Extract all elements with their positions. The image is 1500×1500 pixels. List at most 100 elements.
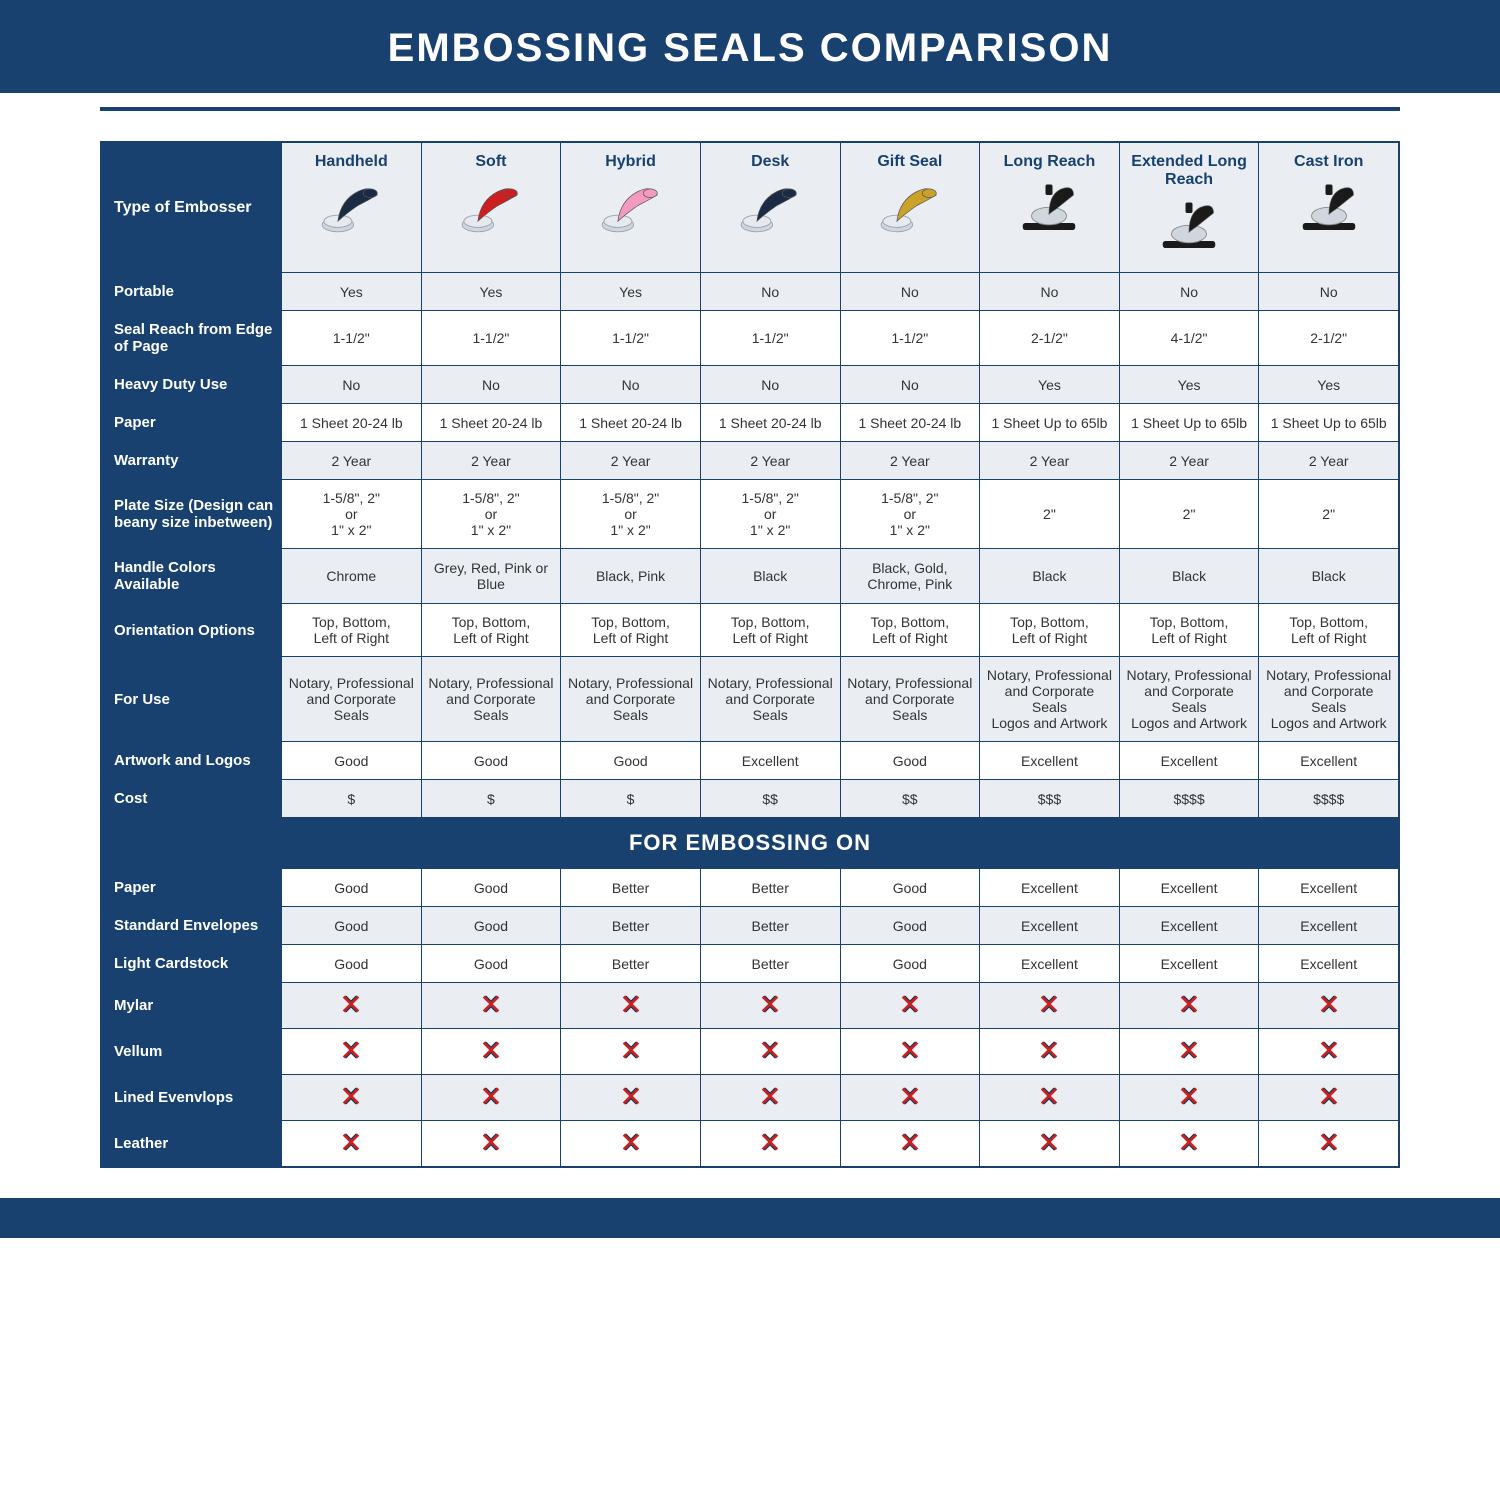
- cell: 1-1/2": [840, 311, 980, 366]
- cell: 2-1/2": [1259, 311, 1399, 366]
- x-icon: [899, 1039, 921, 1061]
- cell: [700, 983, 840, 1029]
- comparison-table: Type of EmbosserHandheld Soft Hybrid Des…: [101, 142, 1399, 1167]
- cell: $$$$: [1119, 780, 1259, 818]
- cell: [561, 983, 701, 1029]
- cell: Notary, Professionaland Corporate SealsL…: [1259, 657, 1399, 742]
- row-label: Heavy Duty Use: [102, 366, 282, 404]
- column-title: Handheld: [288, 153, 415, 171]
- cell: No: [561, 366, 701, 404]
- cell: 1 Sheet Up to 65lb: [1119, 404, 1259, 442]
- x-icon: [1038, 1131, 1060, 1153]
- cell: [282, 1121, 422, 1167]
- footer-bar: [0, 1198, 1500, 1238]
- x-icon: [759, 1039, 781, 1061]
- table-row: Lined Evenvlops: [102, 1075, 1399, 1121]
- cell: 1 Sheet 20-24 lb: [561, 404, 701, 442]
- row-label: Leather: [102, 1121, 282, 1167]
- cell: 1-1/2": [561, 311, 701, 366]
- x-icon: [1178, 1039, 1200, 1061]
- cell: 1 Sheet 20-24 lb: [282, 404, 422, 442]
- table-row: Standard EnvelopesGoodGoodBetterBetterGo…: [102, 907, 1399, 945]
- cell: 4-1/2": [1119, 311, 1259, 366]
- cell: No: [282, 366, 422, 404]
- cell: 1-5/8", 2"or1" x 2": [421, 480, 561, 549]
- column-header: Cast Iron: [1259, 143, 1399, 273]
- column-header: Handheld: [282, 143, 422, 273]
- cell: [840, 1075, 980, 1121]
- cell: Top, Bottom,Left of Right: [282, 604, 422, 657]
- cell: [421, 1029, 561, 1075]
- cell: Yes: [421, 273, 561, 311]
- table-row: Leather: [102, 1121, 1399, 1167]
- cell: No: [1259, 273, 1399, 311]
- x-icon: [899, 1131, 921, 1153]
- cell: Notary, Professionaland Corporate SealsL…: [1119, 657, 1259, 742]
- cell: Black: [980, 549, 1120, 604]
- cell: Yes: [980, 366, 1120, 404]
- x-icon: [480, 1085, 502, 1107]
- table-row: Cost$$$$$$$$$$$$$$$$$$: [102, 780, 1399, 818]
- cell: 2": [1119, 480, 1259, 549]
- cell: Excellent: [1119, 742, 1259, 780]
- cell: 1-5/8", 2"or1" x 2": [282, 480, 422, 549]
- x-icon: [340, 1039, 362, 1061]
- cell: Better: [700, 945, 840, 983]
- cell: No: [840, 273, 980, 311]
- cell: Excellent: [1259, 742, 1399, 780]
- cell: 2 Year: [421, 442, 561, 480]
- cell: [980, 1029, 1120, 1075]
- cell: No: [700, 273, 840, 311]
- row-label: Warranty: [102, 442, 282, 480]
- cell: Good: [561, 742, 701, 780]
- x-icon: [899, 1085, 921, 1107]
- table-row: Handle Colors AvailableChromeGrey, Red, …: [102, 549, 1399, 604]
- row-label: Paper: [102, 869, 282, 907]
- column-title: Extended Long Reach: [1126, 153, 1253, 189]
- cell: Black: [700, 549, 840, 604]
- cell: 2 Year: [561, 442, 701, 480]
- cell: Grey, Red, Pink or Blue: [421, 549, 561, 604]
- cell: Black: [1119, 549, 1259, 604]
- cell: Yes: [1119, 366, 1259, 404]
- cell: Better: [700, 869, 840, 907]
- cell: [700, 1121, 840, 1167]
- x-icon: [620, 1131, 642, 1153]
- cell: Excellent: [980, 869, 1120, 907]
- cell: 1-1/2": [700, 311, 840, 366]
- cell: $$$: [980, 780, 1120, 818]
- rowhead-label: Type of Embosser: [102, 143, 282, 273]
- table-row: Warranty2 Year2 Year2 Year2 Year2 Year2 …: [102, 442, 1399, 480]
- x-icon: [1318, 1085, 1340, 1107]
- cell: [561, 1029, 701, 1075]
- cell: Excellent: [1259, 869, 1399, 907]
- cell: Good: [421, 907, 561, 945]
- cell: [421, 1121, 561, 1167]
- embosser-icon: [1014, 179, 1084, 244]
- cell: $: [421, 780, 561, 818]
- table-body-main: PortableYesYesYesNoNoNoNoNoSeal Reach fr…: [102, 273, 1399, 818]
- cell: $$: [700, 780, 840, 818]
- cell: [700, 1029, 840, 1075]
- cell: 1 Sheet 20-24 lb: [421, 404, 561, 442]
- cell: Good: [840, 742, 980, 780]
- cell: [1259, 1029, 1399, 1075]
- table-row: Orientation OptionsTop, Bottom,Left of R…: [102, 604, 1399, 657]
- cell: Excellent: [1259, 907, 1399, 945]
- table-row: Plate Size (Design can beany size inbetw…: [102, 480, 1399, 549]
- cell: [421, 1075, 561, 1121]
- cell: No: [700, 366, 840, 404]
- cell: [840, 983, 980, 1029]
- row-label: Light Cardstock: [102, 945, 282, 983]
- cell: [1259, 1121, 1399, 1167]
- cell: Notary, Professionaland Corporate Seals: [282, 657, 422, 742]
- cell: [282, 1075, 422, 1121]
- cell: [561, 1121, 701, 1167]
- x-icon: [1178, 1085, 1200, 1107]
- table-row: PaperGoodGoodBetterBetterGoodExcellentEx…: [102, 869, 1399, 907]
- cell: 2 Year: [282, 442, 422, 480]
- divider: [100, 107, 1400, 111]
- cell: Good: [282, 869, 422, 907]
- embosser-icon: [875, 179, 945, 244]
- x-icon: [480, 1131, 502, 1153]
